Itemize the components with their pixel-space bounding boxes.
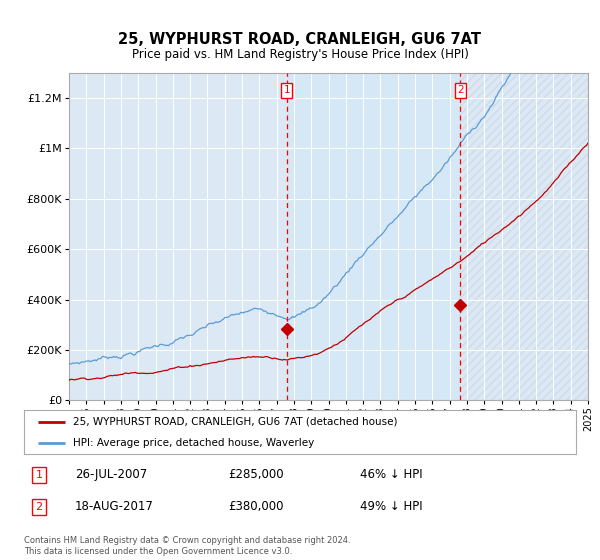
- Text: 2: 2: [35, 502, 43, 512]
- Text: Contains HM Land Registry data © Crown copyright and database right 2024.
This d: Contains HM Land Registry data © Crown c…: [24, 536, 350, 556]
- Text: 1: 1: [283, 86, 290, 95]
- Text: 1: 1: [35, 470, 43, 480]
- Bar: [460, 73, 588, 400]
- Text: 49% ↓ HPI: 49% ↓ HPI: [360, 500, 422, 514]
- Text: 25, WYPHURST ROAD, CRANLEIGH, GU6 7AT: 25, WYPHURST ROAD, CRANLEIGH, GU6 7AT: [119, 32, 482, 48]
- Text: 2: 2: [457, 86, 464, 95]
- Text: £380,000: £380,000: [228, 500, 284, 514]
- Bar: [287, 73, 460, 400]
- Text: Price paid vs. HM Land Registry's House Price Index (HPI): Price paid vs. HM Land Registry's House …: [131, 48, 469, 60]
- Text: £285,000: £285,000: [228, 468, 284, 482]
- Text: HPI: Average price, detached house, Waverley: HPI: Average price, detached house, Wave…: [73, 438, 314, 447]
- Text: 46% ↓ HPI: 46% ↓ HPI: [360, 468, 422, 482]
- Text: 25, WYPHURST ROAD, CRANLEIGH, GU6 7AT (detached house): 25, WYPHURST ROAD, CRANLEIGH, GU6 7AT (d…: [73, 417, 397, 427]
- Text: 18-AUG-2017: 18-AUG-2017: [75, 500, 154, 514]
- Text: 26-JUL-2007: 26-JUL-2007: [75, 468, 147, 482]
